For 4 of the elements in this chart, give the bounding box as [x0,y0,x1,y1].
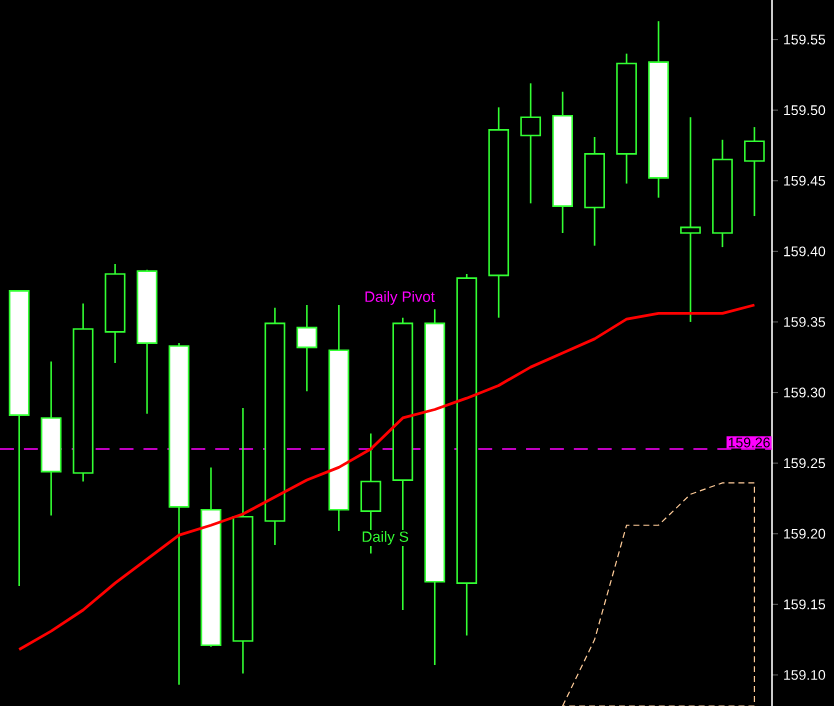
candlestick [520,82,542,205]
candlestick [744,126,765,217]
candlestick [296,304,318,392]
candlestick [680,116,701,323]
